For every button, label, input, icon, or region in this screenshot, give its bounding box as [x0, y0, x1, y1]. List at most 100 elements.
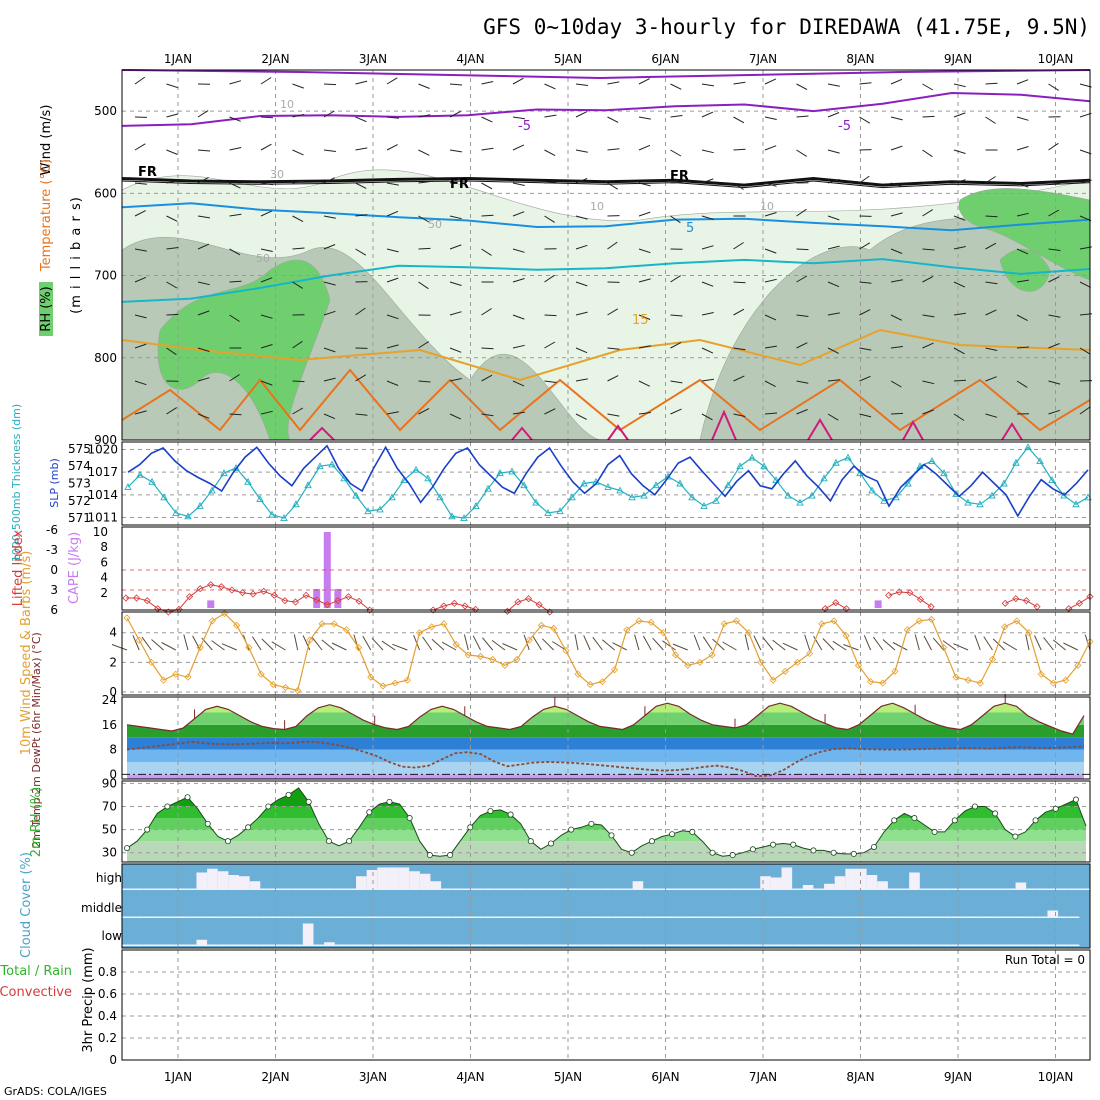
cloud-low-baseline — [696, 944, 708, 946]
cloud-middle-baseline — [717, 916, 729, 918]
dewpoint-line — [126, 740, 1085, 778]
wind-speed-marker — [830, 617, 838, 625]
cloud-low-baseline — [558, 944, 569, 946]
wind-barb — [796, 380, 809, 384]
thickness-marker — [784, 491, 792, 499]
wind-barb — [449, 149, 462, 153]
cloud-low-baseline — [153, 944, 165, 946]
cloud-middle-baseline — [1036, 916, 1048, 918]
wind-speed-marker — [611, 666, 619, 674]
thickness-marker — [160, 493, 168, 501]
cloud-high-cell — [845, 868, 856, 890]
wind-barb — [922, 314, 935, 318]
cloud-low-baseline — [568, 944, 580, 946]
top-day-label: 5JAN — [554, 52, 582, 66]
precip-axis-label: 3hr Precip (mm) — [81, 947, 96, 1052]
wind-speed-marker — [428, 623, 436, 631]
cloud-high-baseline — [345, 888, 357, 890]
wind-speed-marker — [818, 620, 826, 628]
wind-barb — [229, 314, 240, 322]
cloud-middle-baseline — [196, 916, 208, 918]
wind-barb — [953, 312, 966, 316]
bottom-day-label: 8JAN — [846, 1070, 874, 1084]
wind-speed-marker — [123, 614, 131, 622]
lifted-index-line — [126, 584, 370, 613]
wind-barb — [859, 309, 871, 316]
thickness-tick-label: 571 — [68, 511, 91, 525]
thickness-marker — [364, 507, 372, 515]
cloud-high-baseline — [143, 888, 154, 890]
rh2m-marker — [971, 803, 978, 810]
wind-barb — [638, 248, 651, 254]
surface-wind-barb — [762, 637, 774, 651]
wind-barb — [985, 176, 996, 184]
wind-barb — [449, 413, 462, 420]
cloud-low-baseline — [728, 944, 739, 946]
cloud-high-baseline — [270, 888, 282, 890]
cloud-low-baseline — [185, 944, 197, 946]
lifted-index-marker — [238, 589, 247, 597]
wind-speed-marker — [708, 651, 716, 659]
cloud-low-baseline — [515, 944, 527, 946]
lifted-index-marker — [1033, 603, 1041, 611]
surface-wind-barb — [672, 643, 688, 651]
cloud-high-baseline — [281, 888, 293, 890]
rh-contour-label: 10 — [760, 200, 774, 213]
cloud-low-baseline — [270, 944, 282, 946]
rh2m-marker — [871, 843, 878, 850]
wind-barb — [764, 116, 777, 120]
cloud-middle-baseline — [898, 916, 910, 918]
thickness-marker — [796, 498, 804, 506]
bottom-day-label: 9JAN — [944, 1070, 972, 1084]
wind-barb — [481, 147, 494, 151]
run-total-annotation: Run Total = 0 — [1005, 953, 1085, 967]
surface-wind-barb — [753, 635, 762, 651]
wind-barb — [1016, 79, 1029, 85]
wind-barb — [575, 413, 587, 420]
wind-barb — [512, 211, 525, 217]
wind-barb — [386, 277, 399, 283]
cloud-middle-baseline — [324, 916, 335, 918]
lifted-axis-label: Lifted Index — [11, 529, 26, 606]
precip-tick-label: 0.4 — [98, 1009, 117, 1023]
wind-barb — [134, 276, 147, 283]
wind-barb — [166, 215, 178, 222]
wind-barb — [260, 116, 274, 119]
rh2m-marker — [1072, 796, 1079, 803]
cloud-high-cell — [824, 883, 835, 890]
wind-barb — [418, 407, 430, 415]
cloud-middle-baseline — [707, 916, 718, 918]
wind-barb — [166, 180, 179, 184]
rh2m-marker — [810, 847, 817, 854]
wind-speed-marker — [854, 661, 862, 669]
wind-barb — [134, 248, 147, 252]
lifted-index-marker — [344, 593, 353, 601]
pressure-tick-label: 800 — [94, 351, 117, 365]
thickness-marker — [760, 462, 768, 470]
wind-barb — [985, 413, 998, 418]
wind-barb — [229, 182, 241, 189]
wind-speed-marker — [586, 681, 594, 689]
cloud-middle-baseline — [749, 916, 761, 918]
surface-wind-barb — [1025, 634, 1030, 651]
cloud-high-baseline — [1068, 888, 1080, 890]
cloud-middle-baseline — [473, 916, 484, 918]
rh2m-marker — [224, 838, 231, 845]
wind-barb — [985, 82, 998, 85]
rh2m-marker — [770, 841, 777, 848]
cloud-high-baseline — [1079, 888, 1090, 890]
wind-speed-marker — [891, 667, 899, 675]
wind-barb — [386, 77, 398, 85]
wind-barb — [449, 378, 462, 382]
cloud-high-cell — [430, 881, 442, 890]
slp-tick-label: 1011 — [87, 510, 118, 524]
thickness-tick-label: 573 — [68, 477, 91, 491]
temp-tick-label: 24 — [102, 693, 117, 707]
wind-speed-marker — [196, 643, 204, 652]
cloud-high-baseline — [526, 888, 537, 890]
surface-wind-barb — [141, 636, 152, 651]
cloud-low-baseline — [366, 944, 378, 946]
temp-tick-label: 8 — [109, 743, 117, 757]
thickness-marker — [688, 493, 696, 501]
